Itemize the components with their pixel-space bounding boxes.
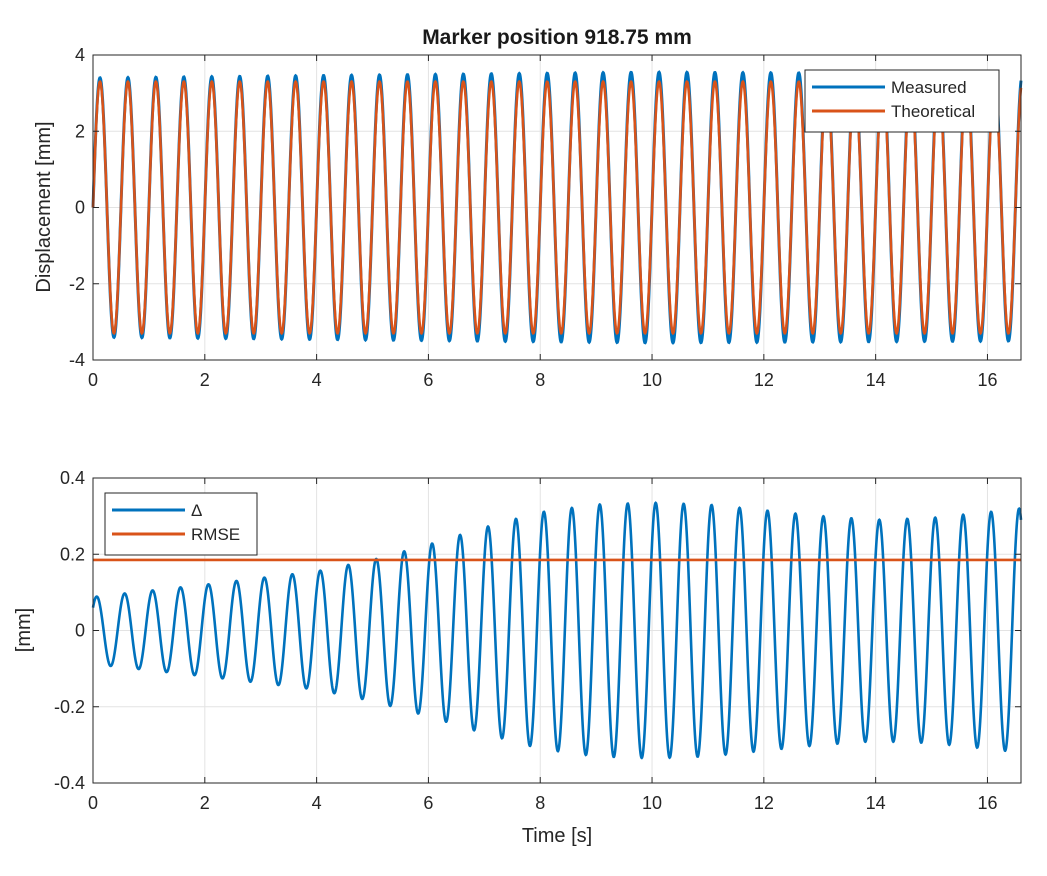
top-series-lines [91, 70, 1023, 345]
bottom-series-lines [91, 501, 1023, 760]
y-tick-label: 0 [75, 621, 85, 641]
legend-label: RMSE [191, 525, 240, 544]
x-tick-label: 12 [754, 370, 774, 390]
x-tick-label: 12 [754, 793, 774, 813]
y-tick-label: 0.4 [60, 468, 85, 488]
top-y-axis-label: Displacement [mm] [33, 121, 55, 292]
x-tick-label: 0 [88, 370, 98, 390]
x-tick-label: 4 [312, 793, 322, 813]
y-tick-label: 0 [75, 198, 85, 218]
bottom-ticks: 0 2 4 6 8 10 12 14 16 -0.4 -0.2 0 0.2 0.4 [54, 468, 1021, 813]
legend-label: Δ [191, 501, 202, 520]
x-tick-label: 0 [88, 793, 98, 813]
x-tick-label: 6 [423, 370, 433, 390]
x-tick-label: 16 [977, 370, 997, 390]
y-tick-label: -2 [69, 274, 85, 294]
y-tick-label: -4 [69, 350, 85, 370]
x-tick-label: 6 [423, 793, 433, 813]
y-tick-label: 4 [75, 45, 85, 65]
y-tick-label: -0.4 [54, 773, 85, 793]
legend-label: Measured [891, 78, 967, 97]
legend-box [104, 492, 258, 556]
bottom-axes: 0 2 4 6 8 10 12 14 16 -0.4 -0.2 0 0.2 0.4 [mm] Time [… [13, 468, 1023, 847]
x-tick-label: 14 [866, 370, 886, 390]
x-tick-label: 2 [200, 793, 210, 813]
legend-label: Theoretical [891, 102, 975, 121]
legend-box [804, 69, 1000, 133]
series-delta-line [91, 501, 1023, 760]
x-tick-label: 10 [642, 370, 662, 390]
x-tick-label: 10 [642, 793, 662, 813]
y-tick-label: 2 [75, 121, 85, 141]
top-legend: Measured Theoretical [804, 69, 1000, 133]
top-ticks: 0 2 4 6 8 10 12 14 16 -4 -2 0 2 4 [69, 45, 1021, 390]
top-axes: Marker position 918.75 mm 0 2 4 6 8 10 12 14 16 -… [33, 26, 1023, 390]
bottom-y-axis-label: [mm] [13, 608, 35, 652]
series-theoretical-line [91, 79, 1023, 336]
x-tick-label: 8 [535, 793, 545, 813]
x-tick-label: 2 [200, 370, 210, 390]
chart-title: Marker position 918.75 mm [422, 26, 692, 49]
x-tick-label: 16 [977, 793, 997, 813]
bottom-x-axis-label: Time [s] [522, 825, 592, 847]
x-tick-label: 14 [866, 793, 886, 813]
y-tick-label: 0.2 [60, 544, 85, 564]
x-tick-label: 8 [535, 370, 545, 390]
bottom-legend: Δ RMSE [104, 492, 258, 556]
x-tick-label: 4 [312, 370, 322, 390]
y-tick-label: -0.2 [54, 697, 85, 717]
